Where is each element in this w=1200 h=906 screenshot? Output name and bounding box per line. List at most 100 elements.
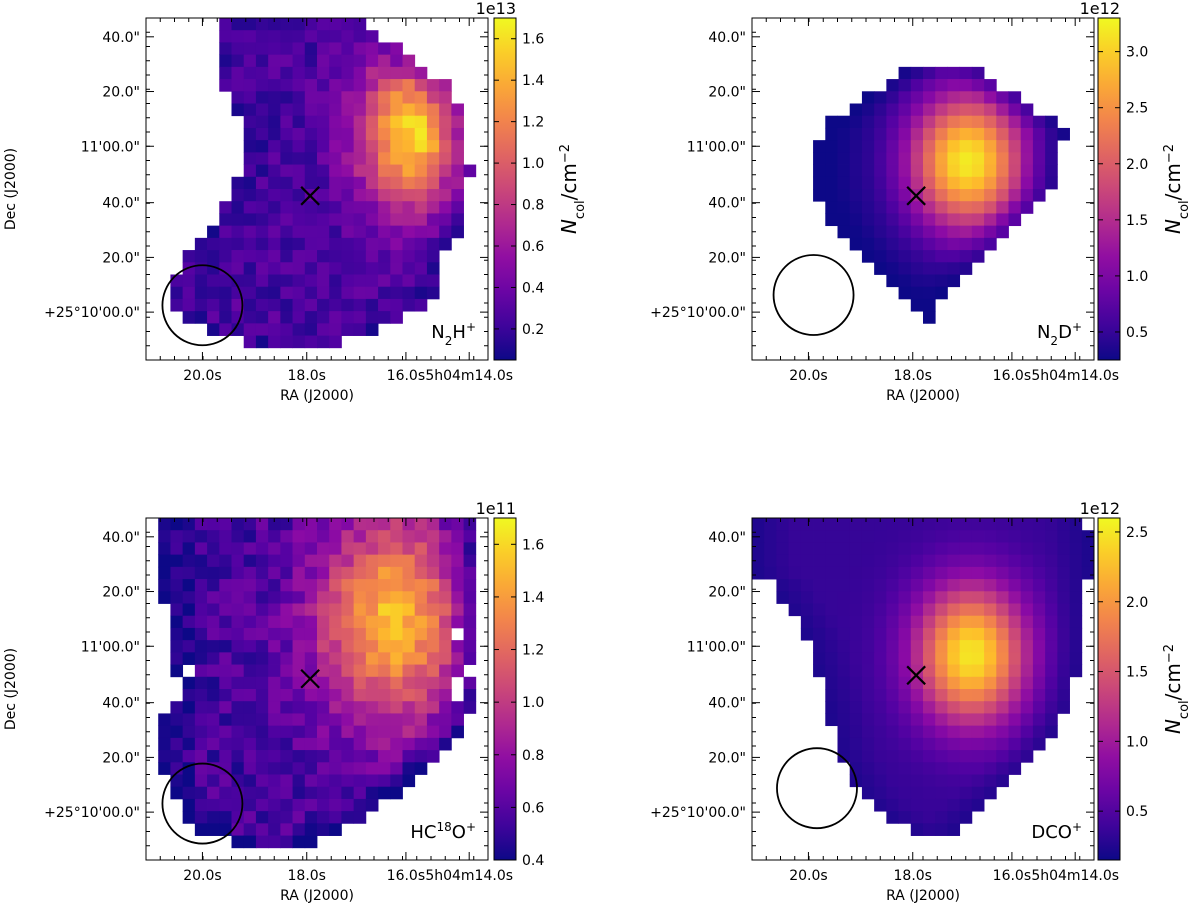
heatmap-cell [170,640,184,653]
heatmap-cell [329,713,342,727]
heatmap-cell [378,237,391,251]
y-tick-label: 40.0" [102,530,140,546]
heatmap-cell [353,103,367,117]
heatmap-cell [1045,176,1058,190]
heatmap-cell [463,554,477,568]
heatmap-cell [329,176,342,190]
y-tick-label: +25°10'00.0" [650,305,746,321]
heatmap-cell [898,737,912,751]
heatmap-cell [849,152,863,165]
heatmap-cell [292,603,306,617]
label-part: col [1177,200,1192,219]
heatmap-cell [451,542,464,556]
heatmap-cell [451,615,464,629]
heatmap-cell [886,774,899,788]
heatmap-cell [194,615,208,629]
heatmap-cell [463,689,477,702]
heatmap-cell [292,311,306,324]
heatmap-cell [182,591,196,604]
heatmap-cell [1008,762,1022,775]
heatmap-cell [341,91,355,104]
heatmap-cell [317,652,330,665]
heatmap-cell [959,676,973,690]
heatmap-cell [996,225,1009,239]
heatmap-cell [984,554,997,568]
heatmap-cell [923,798,936,812]
heatmap-cell [947,652,961,665]
heatmap-cell [292,737,306,751]
heatmap-cell [378,713,391,727]
heatmap-cell [1020,627,1034,641]
heatmap-cell [439,225,452,239]
heatmap-cell [365,213,379,227]
heatmap-cell [1020,713,1034,727]
heatmap-cell [268,30,281,43]
heatmap-cell [207,701,220,714]
heatmap-cell [971,140,985,153]
heatmap-cell [923,311,936,324]
heatmap-cell [365,103,379,117]
heatmap-cell [947,140,961,153]
heatmap-cell [329,127,342,141]
colorbar-tick-label: 1.4 [522,73,544,89]
heatmap-cell [861,201,875,214]
heatmap-cell [158,750,171,763]
heatmap-cell [861,603,875,617]
heatmap-cell [886,554,899,568]
heatmap-cell [849,213,863,227]
heatmap-cell [947,615,961,629]
heatmap-cell [910,652,924,665]
heatmap-cell [304,627,318,641]
label-part: col [1177,700,1192,719]
heatmap-cell [292,762,306,775]
heatmap-cell [231,750,245,763]
heatmap-cell [451,579,464,592]
heatmap-cell [255,237,269,251]
heatmap-cell [219,554,232,568]
heatmap-cell [341,298,355,312]
marker-stroke [300,668,320,689]
heatmap-cell [874,725,887,739]
heatmap-cell [329,603,342,617]
heatmap-cell [317,664,330,678]
heatmap-cell [304,42,318,56]
heatmap-cell [874,225,887,239]
heatmap-cell [329,811,342,824]
heatmap-cell [329,79,342,92]
heatmap-cell [959,603,973,617]
heatmap-cell [849,530,863,543]
label-part: + [1072,820,1082,834]
heatmap-cell [886,798,899,812]
heatmap-cell [317,542,330,556]
heatmap-cell [304,103,318,117]
heatmap-cell [378,640,391,653]
heatmap-cell [825,664,838,678]
heatmap-cell [304,554,318,568]
heatmap-cell [219,42,232,56]
heatmap-cell [898,774,912,788]
source-marker [300,668,320,689]
heatmap-cell [923,615,936,629]
heatmap-cell [414,189,428,202]
heatmap-cell [910,250,924,263]
heatmap-cell [317,274,330,288]
heatmap-cell [910,713,924,727]
heatmap-cell [898,79,912,92]
heatmap-cell [341,152,355,165]
label-part: N [557,219,581,234]
heatmap-cell [947,701,961,714]
heatmap-cell [910,103,924,117]
heatmap-cell [849,201,863,214]
heatmap-cell [886,237,899,251]
heatmap-cell [317,579,330,592]
heatmap-cell [776,566,790,580]
heatmap-cell [243,298,257,312]
heatmap-cell [304,176,318,190]
heatmap-cell [292,835,306,849]
heatmap-cell [304,689,318,702]
heatmap-cell [971,664,985,678]
heatmap-cell [268,518,281,531]
heatmap-cell [971,640,985,653]
heatmap-cell [898,750,912,763]
heatmap-cell [329,42,342,56]
